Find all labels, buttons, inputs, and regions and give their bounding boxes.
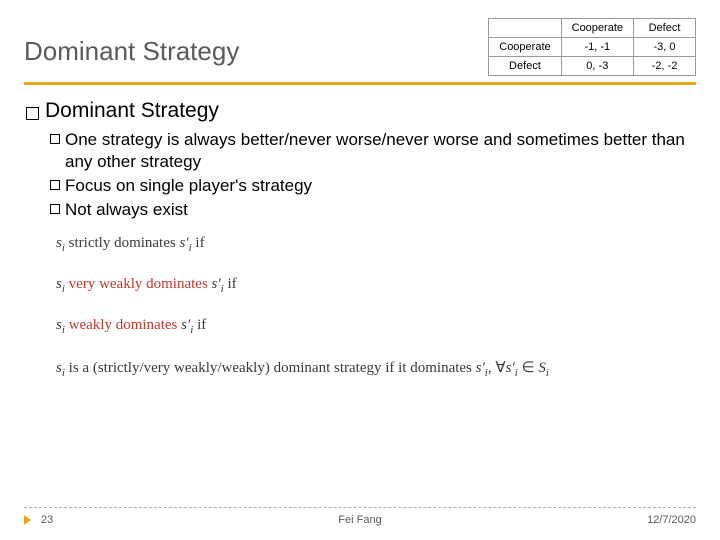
table-cell: -1, -1 xyxy=(561,38,633,57)
accent-rule xyxy=(24,82,696,85)
math-line-strict: si strictly dominates s′i if xyxy=(56,235,696,254)
header-row: Dominant Strategy Cooperate Defect Coope… xyxy=(24,18,696,76)
square-bullet-icon xyxy=(26,107,39,120)
bullet-text: Dominant Strategy xyxy=(45,99,219,123)
slide-title: Dominant Strategy xyxy=(24,36,239,67)
bullet-text: One strategy is always better/never wors… xyxy=(65,129,696,173)
math-line-weak: si weakly dominates s′i if xyxy=(56,317,696,336)
footer-center: Fei Fang xyxy=(338,514,381,526)
bullet-text: Focus on single player's strategy xyxy=(65,175,312,197)
table-row-header: Defect xyxy=(489,57,561,76)
slide: Dominant Strategy Cooperate Defect Coope… xyxy=(0,0,720,540)
table-cell: -2, -2 xyxy=(634,57,696,76)
table-row-header: Cooperate xyxy=(489,38,561,57)
square-bullet-icon xyxy=(50,180,60,190)
table-col-header: Cooperate xyxy=(561,19,633,38)
bullet-level2: Not always exist xyxy=(50,199,696,221)
content-area: Dominant Strategy One strategy is always… xyxy=(24,99,696,379)
page-number: 23 xyxy=(41,514,53,526)
bullet-level1: Dominant Strategy xyxy=(26,99,696,123)
math-line-very-weak: si very weakly dominates s′i if xyxy=(56,276,696,295)
table-empty-cell xyxy=(489,19,561,38)
square-bullet-icon xyxy=(50,204,60,214)
table-cell: 0, -3 xyxy=(561,57,633,76)
table-col-header: Defect xyxy=(634,19,696,38)
bullet-level2: Focus on single player's strategy xyxy=(50,175,696,197)
bullet-level2: One strategy is always better/never wors… xyxy=(50,129,696,173)
table-cell: -3, 0 xyxy=(634,38,696,57)
math-block: si strictly dominates s′i if si very wea… xyxy=(56,235,696,379)
square-bullet-icon xyxy=(50,134,60,144)
footer-marker-icon xyxy=(24,515,31,525)
footer: 23 Fei Fang 12/7/2020 xyxy=(24,507,696,526)
payoff-table: Cooperate Defect Cooperate -1, -1 -3, 0 … xyxy=(488,18,696,76)
math-line-dominant: si is a (strictly/very weakly/weakly) do… xyxy=(56,358,696,379)
bullet-text: Not always exist xyxy=(65,199,188,221)
footer-date: 12/7/2020 xyxy=(647,514,696,526)
